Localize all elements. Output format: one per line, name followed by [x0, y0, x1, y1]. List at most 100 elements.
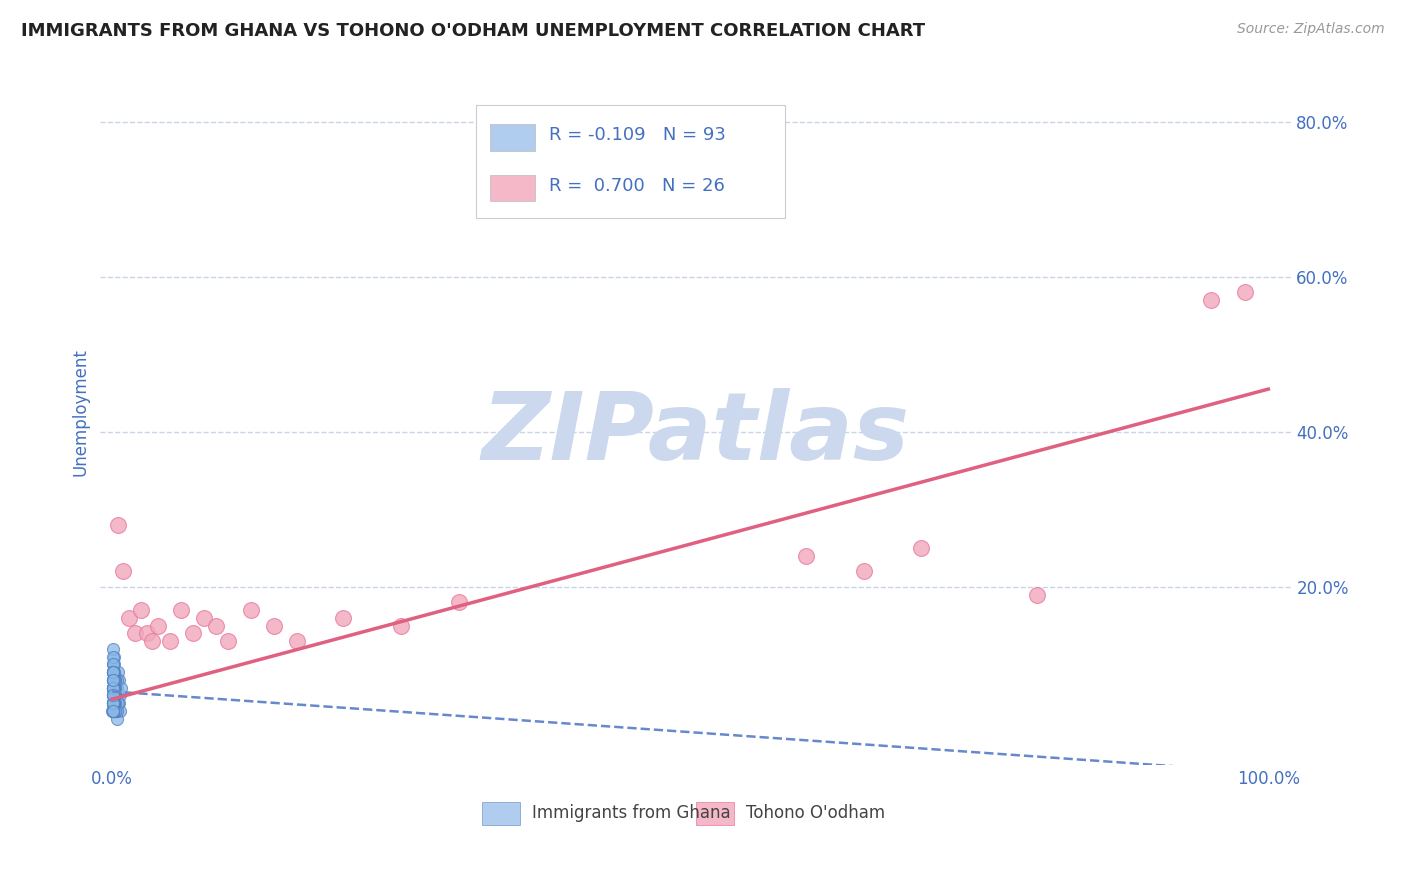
Point	[101, 696, 124, 710]
Point	[101, 681, 124, 695]
Point	[110, 681, 132, 695]
Point	[107, 696, 129, 710]
Point	[239, 603, 262, 617]
Bar	[475, 105, 785, 219]
Point	[101, 673, 124, 687]
Point	[101, 704, 124, 718]
Point	[101, 704, 124, 718]
Point	[1199, 293, 1222, 307]
Bar	[696, 803, 734, 825]
Point	[103, 689, 125, 703]
Point	[101, 681, 124, 695]
Text: ZIPatlas: ZIPatlas	[482, 387, 910, 480]
Point	[205, 618, 228, 632]
Point	[101, 641, 124, 656]
Point	[103, 649, 125, 664]
Point	[101, 704, 124, 718]
Text: R = -0.109   N = 93: R = -0.109 N = 93	[550, 126, 727, 145]
Point	[108, 689, 131, 703]
Point	[101, 665, 124, 679]
Point	[101, 673, 124, 687]
Point	[101, 681, 124, 695]
Point	[103, 681, 125, 695]
Point	[101, 704, 124, 718]
Point	[101, 665, 124, 679]
Text: Source: ZipAtlas.com: Source: ZipAtlas.com	[1237, 22, 1385, 37]
Point	[1234, 285, 1257, 300]
Point	[107, 665, 129, 679]
Point	[101, 681, 124, 695]
Point	[852, 564, 875, 578]
Point	[101, 704, 124, 718]
Point	[105, 712, 128, 726]
Bar	[489, 124, 536, 151]
Point	[389, 618, 412, 632]
Point	[104, 689, 127, 703]
Point	[103, 696, 125, 710]
Point	[105, 681, 128, 695]
Point	[104, 696, 127, 710]
Point	[103, 665, 125, 679]
Point	[263, 618, 285, 632]
Bar	[489, 175, 536, 202]
Point	[146, 618, 169, 632]
Point	[101, 673, 124, 687]
Point	[103, 689, 125, 703]
Point	[181, 626, 204, 640]
Point	[159, 634, 181, 648]
Point	[107, 689, 129, 703]
Point	[1026, 588, 1049, 602]
Point	[101, 665, 124, 679]
Point	[103, 673, 125, 687]
Point	[101, 649, 124, 664]
Text: R =  0.700   N = 26: R = 0.700 N = 26	[550, 177, 725, 194]
Point	[101, 673, 124, 687]
Point	[101, 681, 124, 695]
Point	[101, 696, 124, 710]
Point	[104, 689, 127, 703]
Text: IMMIGRANTS FROM GHANA VS TOHONO O'ODHAM UNEMPLOYMENT CORRELATION CHART: IMMIGRANTS FROM GHANA VS TOHONO O'ODHAM …	[21, 22, 925, 40]
Point	[108, 673, 131, 687]
Point	[103, 696, 125, 710]
Point	[101, 665, 124, 679]
Point	[101, 704, 124, 718]
Point	[285, 634, 308, 648]
Point	[129, 603, 152, 617]
Point	[170, 603, 193, 617]
Point	[103, 704, 125, 718]
Point	[101, 704, 124, 718]
Point	[104, 673, 127, 687]
Point	[104, 673, 127, 687]
Point	[101, 696, 124, 710]
Point	[103, 665, 125, 679]
Point	[103, 689, 125, 703]
Point	[101, 689, 124, 703]
Point	[118, 611, 141, 625]
Point	[101, 673, 124, 687]
Text: Tohono O'odham: Tohono O'odham	[747, 804, 884, 822]
Point	[104, 704, 127, 718]
Point	[101, 681, 124, 695]
Point	[794, 549, 817, 563]
Point	[101, 696, 124, 710]
Point	[101, 689, 124, 703]
Point	[103, 673, 125, 687]
Point	[112, 564, 135, 578]
Point	[101, 665, 124, 679]
Point	[101, 657, 124, 672]
Point	[104, 704, 127, 718]
Point	[101, 689, 124, 703]
Point	[104, 689, 127, 703]
Point	[104, 673, 127, 687]
Point	[104, 704, 127, 718]
Point	[101, 673, 124, 687]
Point	[482, 177, 505, 191]
Point	[103, 681, 125, 695]
Point	[108, 696, 131, 710]
Point	[104, 696, 127, 710]
Point	[103, 681, 125, 695]
Point	[103, 689, 125, 703]
Point	[103, 689, 125, 703]
Point	[447, 595, 470, 609]
Point	[101, 689, 124, 703]
